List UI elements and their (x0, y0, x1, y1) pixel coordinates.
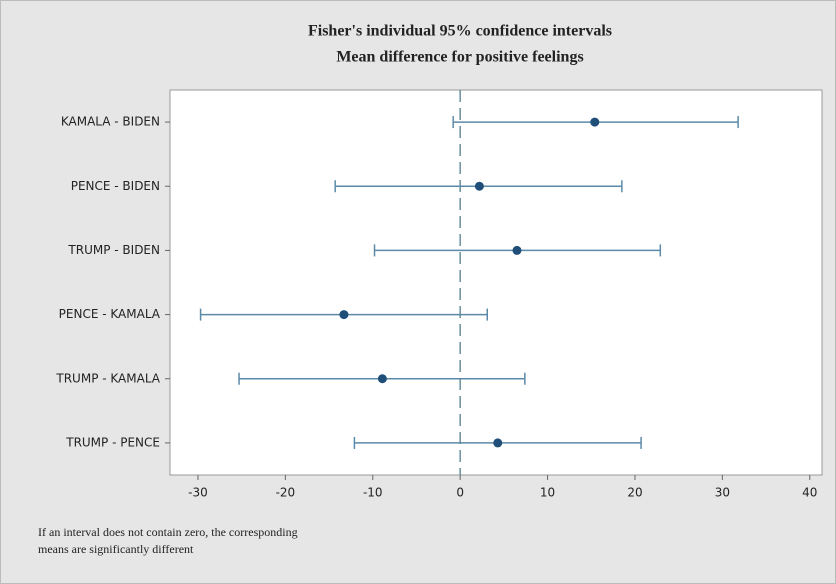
x-tick-label: -20 (276, 486, 296, 500)
mean-point (474, 181, 484, 191)
x-tick-label: 10 (540, 486, 555, 500)
x-tick-label: -30 (188, 486, 208, 500)
y-tick-label: TRUMP - KAMALA (55, 371, 160, 385)
footnote: If an interval does not contain zero, th… (38, 525, 298, 539)
y-tick-label: PENCE - KAMALA (59, 307, 161, 321)
mean-point (493, 438, 503, 448)
x-tick-label: 20 (627, 486, 642, 500)
x-tick-label: 30 (715, 486, 730, 500)
mean-point (512, 245, 522, 255)
x-tick-label: 0 (456, 486, 464, 500)
plot-area (169, 89, 823, 476)
chart-title: Fisher's individual 95% confidence inter… (308, 23, 612, 40)
mean-point (377, 374, 387, 384)
mean-point (590, 117, 600, 127)
x-tick-label: 40 (802, 486, 817, 500)
footnote: means are significantly different (38, 542, 194, 556)
y-tick-label: PENCE - BIDEN (71, 179, 160, 193)
y-tick-label: TRUMP - BIDEN (67, 243, 160, 257)
y-tick-label: TRUMP - PENCE (65, 435, 160, 449)
y-tick-label: KAMALA - BIDEN (61, 115, 160, 129)
chart-subtitle: Mean difference for positive feelings (336, 49, 583, 66)
mean-point (339, 310, 349, 320)
x-tick-label: -10 (363, 486, 383, 500)
